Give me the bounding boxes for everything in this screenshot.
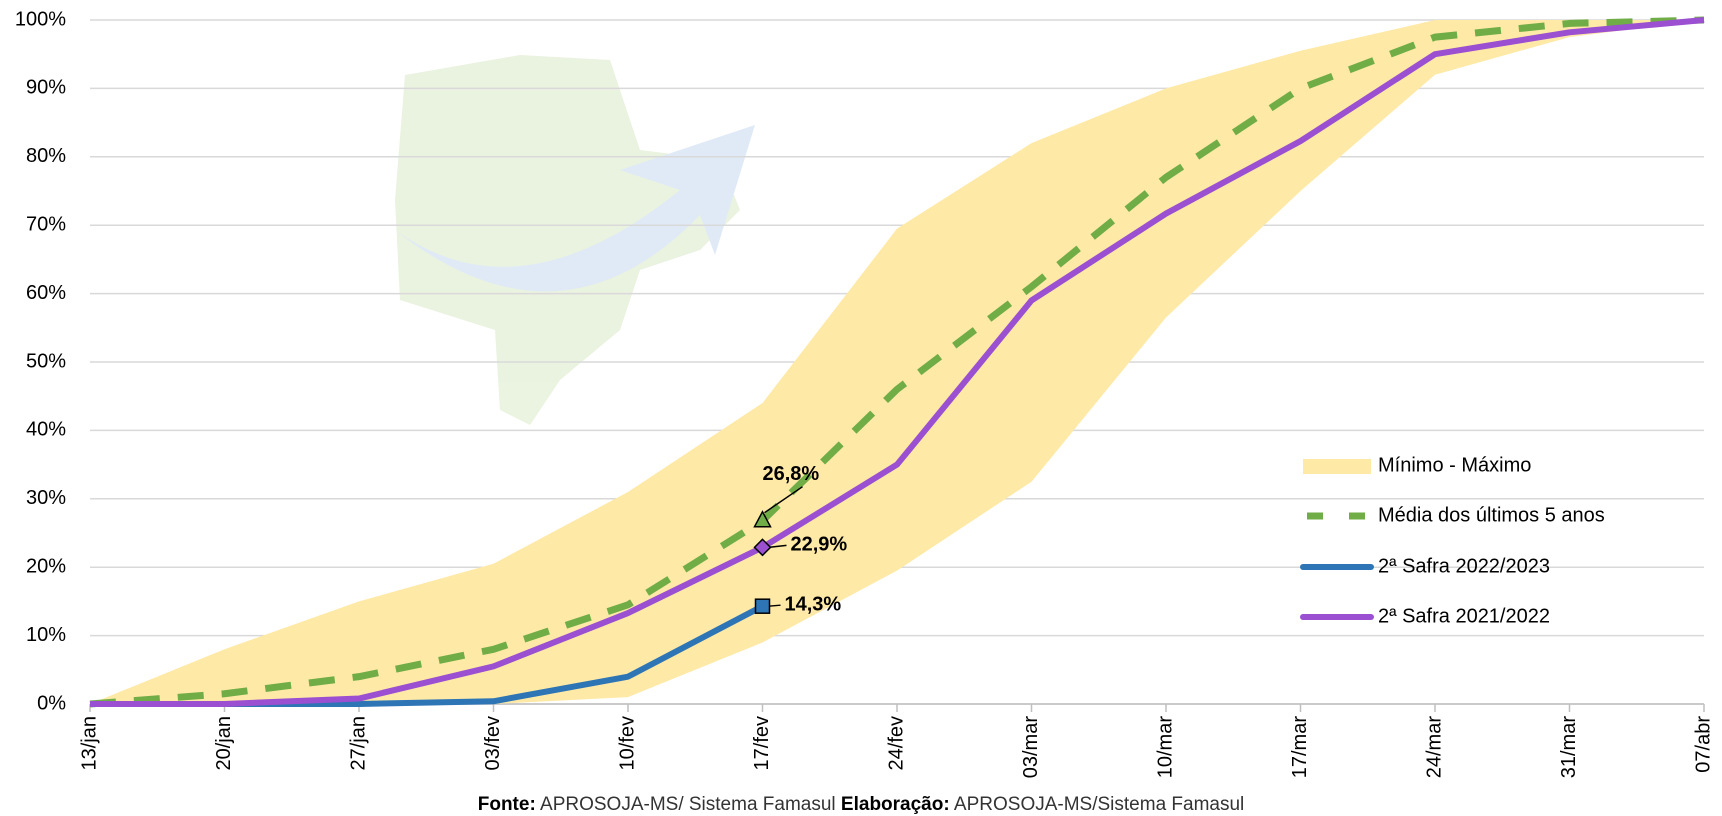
legend-label: 2ª Safra 2021/2022 (1378, 605, 1550, 627)
y-tick-label: 100% (15, 8, 66, 30)
x-tick-label: 24/mar (1423, 716, 1445, 779)
x-tick-label: 03/fev (482, 716, 504, 770)
x-tick-label: 10/fev (616, 716, 638, 770)
leader (768, 544, 787, 549)
source-text: APROSOJA-MS/ Sistema Famasul (540, 794, 836, 815)
source-text: APROSOJA-MS/Sistema Famasul (954, 794, 1244, 815)
x-tick-label: 20/jan (213, 716, 235, 771)
marker (754, 598, 771, 614)
x-tick-label: 07/abr (1692, 716, 1714, 773)
series-line (90, 17, 1705, 707)
watermark-arrow (395, 125, 755, 292)
data-label: 22,9% (791, 534, 848, 556)
marker (753, 510, 772, 528)
x-tick-label: 10/mar (1154, 716, 1176, 779)
x-tick-label: 03/mar (1020, 716, 1042, 779)
x-tick-label: 27/jan (347, 716, 369, 771)
y-tick-label: 80% (26, 145, 66, 167)
data-label: 26,8% (763, 463, 820, 485)
source-label: Fonte: (478, 794, 536, 815)
source-label: Elaboração: (841, 794, 950, 815)
watermark (395, 55, 755, 425)
watermark-map (395, 55, 740, 425)
leader (768, 604, 781, 607)
x-tick-label: 17/fev (751, 716, 773, 770)
legend-swatch (1303, 459, 1371, 474)
legend-label: Mínimo - Máximo (1378, 454, 1531, 476)
y-tick-label: 20% (26, 555, 66, 577)
y-tick-label: 90% (26, 77, 66, 99)
legend-label: 2ª Safra 2022/2023 (1378, 555, 1550, 577)
source: Fonte: APROSOJA-MS/ Sistema Famasul Elab… (478, 794, 1245, 815)
series-line (89, 16, 1705, 708)
y-tick-label: 70% (26, 213, 66, 235)
y-tick-label: 60% (26, 282, 66, 304)
data-label: 14,3% (785, 593, 842, 615)
y-tick-label: 10% (26, 624, 66, 646)
x-tick-label: 31/mar (1558, 716, 1580, 779)
y-tick-label: 0% (37, 692, 66, 714)
x-tick-label: 24/fev (885, 716, 907, 770)
legend-label: Média dos últimos 5 anos (1378, 504, 1605, 526)
x-tick-label: 17/mar (1289, 716, 1311, 779)
range-area (90, 20, 1704, 704)
marker (753, 538, 772, 557)
y-tick-label: 30% (26, 487, 66, 509)
leader (764, 486, 803, 514)
y-tick-label: 40% (26, 419, 66, 441)
x-tick-label: 13/jan (78, 716, 100, 771)
y-tick-label: 50% (26, 350, 66, 372)
